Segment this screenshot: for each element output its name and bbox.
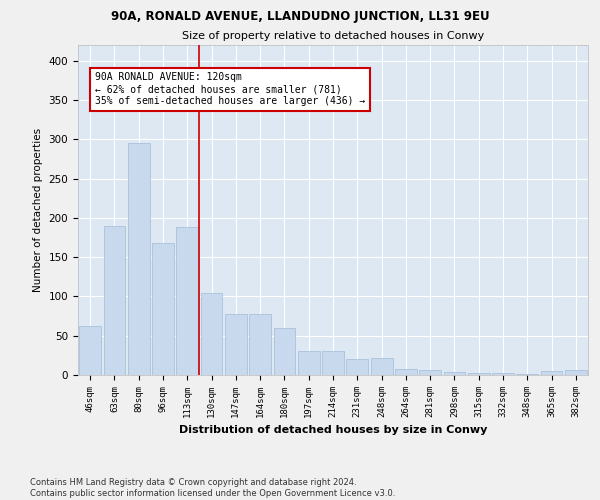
Bar (492, 372, 514, 375)
Bar (322, 352, 344, 375)
Bar (395, 368, 417, 375)
Bar (79, 326, 101, 375)
Text: 90A, RONALD AVENUE, LLANDUDNO JUNCTION, LL31 9EU: 90A, RONALD AVENUE, LLANDUDNO JUNCTION, … (110, 10, 490, 23)
Bar (371, 358, 392, 375)
Title: Size of property relative to detached houses in Conwy: Size of property relative to detached ho… (182, 32, 484, 42)
Bar (419, 370, 441, 375)
Bar (541, 371, 562, 375)
Text: Contains HM Land Registry data © Crown copyright and database right 2024.
Contai: Contains HM Land Registry data © Crown c… (30, 478, 395, 498)
Bar (517, 374, 538, 375)
Bar (200, 292, 223, 375)
Bar (274, 328, 295, 375)
Bar (346, 360, 368, 375)
Bar (128, 143, 149, 375)
Bar (225, 314, 247, 375)
Bar (176, 228, 198, 375)
Y-axis label: Number of detached properties: Number of detached properties (33, 128, 43, 292)
Text: 90A RONALD AVENUE: 120sqm
← 62% of detached houses are smaller (781)
35% of semi: 90A RONALD AVENUE: 120sqm ← 62% of detac… (95, 72, 365, 106)
X-axis label: Distribution of detached houses by size in Conwy: Distribution of detached houses by size … (179, 426, 487, 436)
Bar (468, 372, 490, 375)
Bar (249, 314, 271, 375)
Bar (104, 226, 125, 375)
Bar (565, 370, 587, 375)
Bar (443, 372, 466, 375)
Bar (152, 243, 174, 375)
Bar (298, 352, 320, 375)
